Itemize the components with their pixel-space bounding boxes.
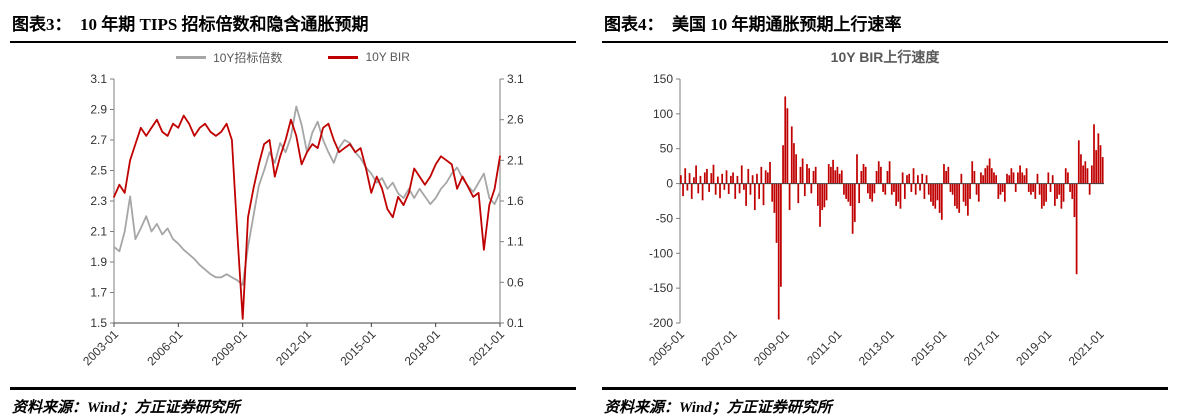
svg-text:2009-01: 2009-01 [209, 327, 250, 368]
legend-label-bid-to-cover: 10Y招标倍数 [213, 50, 283, 65]
figure-3-bottom-rule [10, 387, 576, 390]
figure-4-source: 资料来源：Wind；方正证券研究所 [604, 400, 832, 416]
svg-text:2.1: 2.1 [507, 153, 524, 167]
svg-text:100: 100 [653, 107, 673, 121]
legend-label-10y-bir: 10Y BIR [365, 50, 410, 64]
svg-text:2021-01: 2021-01 [466, 327, 507, 368]
svg-text:2011-01: 2011-01 [804, 327, 845, 368]
svg-text:2.1: 2.1 [90, 225, 107, 239]
svg-text:-150: -150 [649, 281, 673, 295]
figure-3-title: 图表3： 10 年期 TIPS 招标倍数和隐含通胀预期 [12, 15, 369, 34]
figure-3-legend: 10Y招标倍数 10Y BIR [10, 45, 576, 69]
svg-text:1.1: 1.1 [507, 235, 524, 249]
svg-text:1.7: 1.7 [90, 286, 107, 300]
svg-text:2013-01: 2013-01 [856, 327, 897, 368]
svg-text:2021-01: 2021-01 [1066, 327, 1107, 368]
svg-text:0.6: 0.6 [507, 275, 524, 289]
svg-text:0: 0 [666, 177, 673, 191]
svg-text:2012-01: 2012-01 [273, 327, 314, 368]
figure-4-bottom-rule [602, 387, 1168, 390]
figure-3-panel: 图表3： 10 年期 TIPS 招标倍数和隐含通胀预期 10Y招标倍数 10Y … [10, 6, 576, 420]
figure-3-top-rule [10, 41, 576, 43]
svg-text:2003-01: 2003-01 [80, 327, 121, 368]
svg-text:2.5: 2.5 [90, 164, 107, 178]
svg-text:2015-01: 2015-01 [908, 327, 949, 368]
svg-text:1.6: 1.6 [507, 194, 524, 208]
svg-text:2.9: 2.9 [90, 103, 107, 117]
svg-text:-50: -50 [656, 211, 674, 225]
svg-text:2015-01: 2015-01 [337, 327, 378, 368]
svg-text:2017-01: 2017-01 [961, 327, 1002, 368]
svg-text:2.6: 2.6 [507, 113, 524, 127]
svg-text:2.7: 2.7 [90, 133, 107, 147]
tips-bid-cover-and-bir-line-chart: 1.5 1.7 1.9 2.1 2.3 2.5 2.7 2.9 3.1 0.1 0.6 1.1 1.6 2… [80, 72, 524, 368]
svg-text:2007-01: 2007-01 [699, 327, 740, 368]
svg-text:2009-01: 2009-01 [751, 327, 792, 368]
legend-item-bid-to-cover: 10Y招标倍数 [176, 49, 282, 66]
svg-text:1.5: 1.5 [90, 316, 107, 330]
red-line-swatch-icon [328, 55, 359, 59]
figure-3-chart-region: 10Y招标倍数 10Y BIR 1.5 1.7 1.9 2.1 2.3 2.5 2.7 2.9… [10, 43, 576, 387]
figure-4-panel: 图表4： 美国 10 年期通胀预期上行速率 10Y BIR上行速度 150 100… [602, 6, 1168, 420]
svg-text:-100: -100 [649, 246, 673, 260]
svg-text:2019-01: 2019-01 [1013, 327, 1054, 368]
figure-3-source: 资料来源：Wind；方正证券研究所 [12, 400, 240, 416]
svg-text:2005-01: 2005-01 [646, 327, 687, 368]
figure-4-chart-title: 10Y BIR上行速度 [830, 49, 940, 65]
svg-text:50: 50 [660, 142, 674, 156]
svg-text:3.1: 3.1 [90, 72, 107, 86]
svg-text:3.1: 3.1 [507, 72, 524, 86]
svg-text:1.9: 1.9 [90, 255, 107, 269]
svg-text:2.3: 2.3 [90, 194, 107, 208]
svg-text:150: 150 [653, 72, 673, 86]
figure-4-title: 图表4： 美国 10 年期通胀预期上行速率 [604, 15, 902, 34]
figure-4-top-rule [602, 41, 1168, 43]
legend-item-10y-bir: 10Y BIR [328, 50, 410, 64]
svg-text:0.1: 0.1 [507, 316, 524, 330]
svg-text:2006-01: 2006-01 [144, 327, 185, 368]
svg-text:2018-01: 2018-01 [402, 327, 443, 368]
figure-4-chart-region: 10Y BIR上行速度 150 100 50 0 -50 -100 -150 -200 2005… [602, 43, 1168, 387]
gray-line-swatch-icon [176, 55, 207, 59]
svg-text:-200: -200 [649, 316, 673, 330]
